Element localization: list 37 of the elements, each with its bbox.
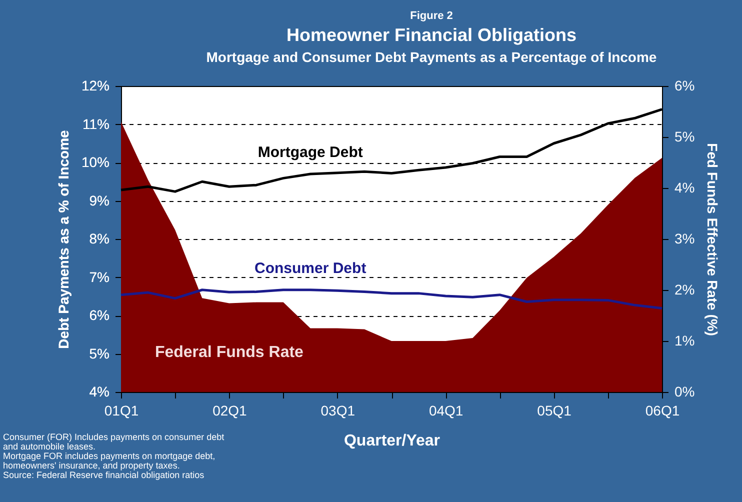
y2-tick-label: 2% — [674, 282, 695, 298]
text: homeowners' insurance, and property taxes. — [3, 460, 180, 471]
chart-title: Homeowner Financial Obligations — [286, 25, 577, 45]
y-tick-label: 11% — [82, 116, 110, 132]
y-tick-label: 9% — [89, 192, 110, 208]
x-tick-label: 03Q1 — [320, 402, 356, 418]
y-axis-title: Debt Payments as a % of Income — [55, 130, 72, 349]
x-tick-label: 04Q1 — [428, 402, 464, 418]
series-label: Mortgage Debt — [258, 144, 363, 161]
y2-tick-label: 0% — [674, 384, 695, 400]
source-note: Source: Federal Reserve financial obligation ratios — [3, 470, 205, 480]
text: Mortgage FOR includes payments on mortgage debt, — [3, 451, 216, 461]
x-tick-label: 05Q1 — [537, 402, 572, 418]
y-tick-label: 4% — [89, 384, 110, 400]
y-tick-label: 5% — [89, 345, 110, 362]
series-label: Consumer Debt — [254, 260, 366, 277]
y2-tick-label: 3% — [674, 230, 695, 246]
series-label: Federal Funds Rate — [154, 344, 304, 361]
text: Consumer (FOR) Includes payments on consumer debt — [3, 432, 225, 442]
line-series — [120, 288, 664, 310]
y2-axis-title: Fed Funds Effective Rate (%) — [704, 143, 721, 336]
y2-tick-label: 1% — [674, 332, 695, 348]
x-tick-label: 02Q1 — [212, 402, 248, 418]
y-tick-label: 7% — [89, 268, 110, 285]
y2-tick-label: 6% — [674, 78, 695, 94]
y-tick-label: 6% — [89, 307, 110, 323]
y-tick-label: 8% — [89, 230, 110, 246]
y2-tick-label: 4% — [674, 180, 695, 196]
text: and automobile leases. — [3, 441, 96, 452]
chart-subtitle: Mortgage and Consumer Debt Payments as a Percentage of Income — [206, 49, 657, 65]
x-tick-label: 06Q1 — [645, 402, 680, 418]
x-axis-title: Quarter/Year — [344, 432, 440, 450]
y2-tick-label: 5% — [674, 128, 695, 144]
caption: Figure 2 — [410, 10, 453, 22]
x-tick-label: 01Q1 — [104, 402, 139, 418]
y-tick-label: 10% — [81, 154, 110, 170]
y-tick-label: 12% — [81, 78, 110, 94]
